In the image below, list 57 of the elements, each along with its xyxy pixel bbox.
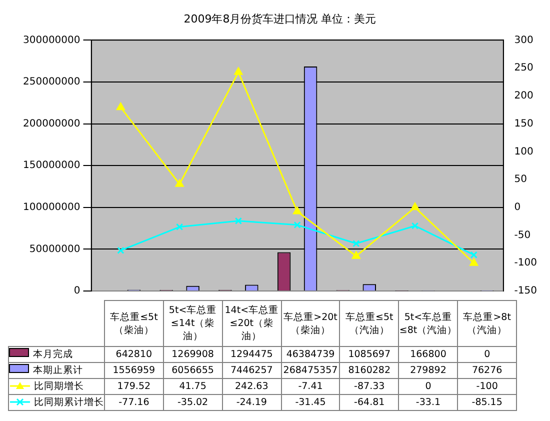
x-tick-label: 车总重≤5t（柴油） — [104, 300, 164, 346]
x-tick-label: 5t<车总重≤8t（汽油） — [398, 300, 458, 346]
data-label: -100 — [458, 378, 517, 394]
y2-tick-label: 300 — [514, 34, 534, 46]
data-label: 242.63 — [222, 378, 282, 394]
y-tick-label: 100000000 — [22, 202, 80, 213]
data-label: -31.45 — [281, 394, 340, 410]
data-label: 1556959 — [104, 362, 164, 378]
data-label: 1085697 — [340, 346, 399, 362]
x-tick-label: 车总重≤5t（汽油） — [340, 300, 399, 346]
y2-tick-label: 250 — [514, 62, 534, 74]
data-label: 46384739 — [281, 346, 340, 362]
data-label: -35.02 — [163, 394, 222, 410]
y2-tick-label: 50 — [514, 174, 528, 186]
x-tick-label: 车总重>20t（柴油） — [281, 300, 340, 346]
x-tick-label: 14t<车总重≤20t（柴油） — [222, 300, 282, 346]
y-tick-label: 200000000 — [22, 118, 80, 130]
legend-label: 比同期累计增长 — [8, 394, 104, 410]
legend-label: 本月完成 — [8, 346, 104, 362]
data-label: 166800 — [398, 346, 458, 362]
data-label: 8160282 — [340, 362, 399, 378]
y2-tick-label: 150 — [514, 118, 534, 130]
y-tick-label: 50000000 — [29, 244, 80, 255]
data-label: -87.33 — [340, 378, 399, 394]
data-label: 1294475 — [222, 346, 282, 362]
y-tick-label: 300000000 — [22, 34, 80, 46]
data-label: 0 — [398, 378, 458, 394]
data-label: -7.41 — [281, 378, 340, 394]
data-label: -33.1 — [398, 394, 458, 410]
legend-label: 比同期增长 — [8, 378, 104, 394]
chart-title: 2009年8月份货车进口情况 单位：美元 — [184, 12, 376, 26]
data-label: 41.75 — [163, 378, 222, 394]
data-label: 0 — [458, 346, 517, 362]
data-label: -77.16 — [104, 394, 164, 410]
legend-label: 本期止累计 — [8, 362, 104, 378]
y-tick-label: 250000000 — [22, 76, 80, 88]
y-tick-label: 0 — [74, 286, 80, 297]
data-label: 7446257 — [222, 362, 282, 378]
y2-tick-label: -50 — [514, 230, 531, 241]
data-label: -85.15 — [458, 394, 517, 410]
data-label: 1269908 — [163, 346, 222, 362]
y2-tick-label: -150 — [514, 286, 538, 297]
data-label: 179.52 — [104, 378, 164, 394]
x-tick-label: 5t<车总重≤14t（柴油） — [163, 300, 222, 346]
data-label: 268475357 — [281, 362, 340, 378]
data-label: 642810 — [104, 346, 164, 362]
y2-tick-label: 100 — [514, 146, 534, 158]
data-label: 6056655 — [163, 362, 222, 378]
y2-tick-label: 200 — [514, 90, 534, 102]
data-label: -24.19 — [222, 394, 282, 410]
data-label: 279892 — [398, 362, 458, 378]
y-tick-label: 150000000 — [22, 160, 80, 172]
y2-tick-label: -100 — [514, 258, 538, 269]
x-tick-label: 车总重>8t（汽油） — [458, 300, 517, 346]
data-label: -64.81 — [340, 394, 399, 410]
y2-tick-label: 0 — [514, 202, 521, 213]
data-label: 76276 — [458, 362, 517, 378]
